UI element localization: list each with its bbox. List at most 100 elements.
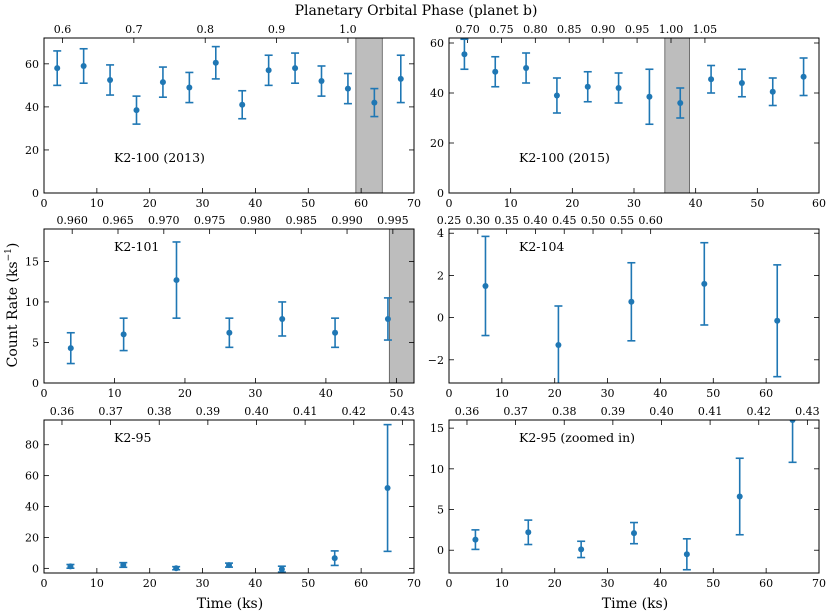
x-tick-label: 30 <box>196 197 210 210</box>
y-tick-label: 15 <box>25 255 39 268</box>
x-tick-label: 60 <box>354 577 368 590</box>
data-point <box>683 551 690 558</box>
x-tick-label: 0 <box>446 197 453 210</box>
phase-tick-label: 0.980 <box>240 214 272 227</box>
data-point <box>774 317 781 324</box>
panel-label: K2-100 (2015) <box>519 150 610 165</box>
data-point <box>186 84 193 91</box>
phase-tick-label: 1.00 <box>659 23 684 36</box>
transit-shade <box>664 37 690 194</box>
x-tick-label: 40 <box>653 387 667 400</box>
transit-shade <box>355 37 383 194</box>
data-point <box>226 562 232 569</box>
phase-tick-label: 0.70 <box>455 23 480 36</box>
y-axis-label: Count Rate (ks−1) <box>4 243 21 368</box>
y-tick-label: 0 <box>32 377 39 390</box>
panel-k2-95-zoomed: 0 10 20 30 40 50 60 70 0 5 10 15 0.36 0.37 0.38 0.39 0.4… <box>430 405 826 590</box>
x-tick-label: 20 <box>178 387 192 400</box>
data-point <box>332 329 339 336</box>
data-series <box>471 420 797 571</box>
x-tick-label: 0 <box>446 577 453 590</box>
data-point <box>555 342 562 349</box>
x-tick-label: 0 <box>446 387 453 400</box>
phase-tick-label: 0.38 <box>147 405 172 418</box>
phase-tick-label: 0.36 <box>455 405 480 418</box>
data-point <box>708 76 715 83</box>
y-tick-label: 5 <box>437 504 444 517</box>
phase-tick-label: 0.35 <box>494 214 519 227</box>
x-tick-label: 50 <box>706 387 720 400</box>
phase-tick-label: 0.37 <box>98 405 123 418</box>
panel-k2-100-2015: 0 10 20 30 40 50 60 0 20 40 60 0.70 0.75 0.80 0.85 0.90… <box>430 23 826 210</box>
phase-tick-label: 0.985 <box>285 214 317 227</box>
data-point <box>120 561 127 568</box>
data-point <box>226 329 233 336</box>
data-point <box>578 546 585 553</box>
y-tick-label: 40 <box>430 87 444 100</box>
data-point <box>384 315 391 322</box>
panel-k2-101: 0 10 20 30 40 50 0 5 10 15 0.960 0.965 0.970 0.975 0.9… <box>25 214 415 400</box>
data-point <box>397 75 404 82</box>
data-point <box>800 73 807 80</box>
x-tick-label: 40 <box>653 577 667 590</box>
data-point <box>525 529 532 536</box>
data-point <box>278 566 285 573</box>
data-point <box>54 65 61 72</box>
phase-tick-label: 0.975 <box>194 214 226 227</box>
data-point <box>67 345 74 352</box>
y-tick-label: 0 <box>32 562 39 575</box>
x-tick-label: 50 <box>301 197 315 210</box>
y-tick-label: 10 <box>430 463 444 476</box>
axes-frame <box>448 419 820 574</box>
x-axis-label-left: Time (ks) <box>197 596 263 612</box>
y-tick-label: 60 <box>430 37 444 50</box>
x-tick-label: 30 <box>627 197 641 210</box>
phase-tick-label: 0.85 <box>557 23 582 36</box>
x-tick-label: 0 <box>41 197 48 210</box>
y-tick-label: 60 <box>25 58 39 71</box>
panel-label: K2-100 (2013) <box>114 150 205 165</box>
x-tick-label: 30 <box>248 387 262 400</box>
panel-k2-95: 0 10 20 30 40 50 60 70 0 20 40 60 80 0.36 0.37 0.38 0.39… <box>25 405 421 590</box>
y-tick-label: 0 <box>437 187 444 200</box>
x-tick-label: 50 <box>389 387 403 400</box>
phase-tick-label: 0.6 <box>54 23 72 36</box>
axes-frame <box>448 228 820 384</box>
phase-tick-label: 0.7 <box>125 23 143 36</box>
phase-tick-label: 0.36 <box>50 405 75 418</box>
data-point <box>371 99 378 106</box>
phase-tick-label: 0.45 <box>552 214 577 227</box>
phase-tick-label: 0.37 <box>503 405 528 418</box>
x-tick-label: 70 <box>812 577 826 590</box>
y-tick-label: 20 <box>25 144 39 157</box>
phase-tick-label: 0.39 <box>601 405 626 418</box>
phase-tick-label: 0.965 <box>102 214 134 227</box>
data-point <box>584 83 591 90</box>
data-point <box>173 565 180 572</box>
panel-label: K2-95 <box>114 430 151 445</box>
phase-tick-label: 0.30 <box>466 214 491 227</box>
y-tick-label: 15 <box>430 422 444 435</box>
data-point <box>628 298 635 305</box>
data-point <box>265 67 272 74</box>
data-point <box>159 79 166 86</box>
x-tick-label: 50 <box>750 197 764 210</box>
phase-tick-label: 0.42 <box>746 405 771 418</box>
axes-frame <box>43 228 415 384</box>
phase-tick-label: 0.8 <box>196 23 214 36</box>
x-tick-label: 70 <box>407 197 421 210</box>
data-point <box>736 493 743 500</box>
panel-label: K2-104 <box>519 239 564 254</box>
x-tick-label: 20 <box>565 197 579 210</box>
y-tick-label: 0 <box>32 187 39 200</box>
panel-k2-100-2013: 0 10 20 30 40 50 60 70 0 20 40 60 0.6 0.7 0.8 0.9 1.0 K2-… <box>25 23 421 210</box>
x-tick-label: 40 <box>319 387 333 400</box>
y-tick-label: 5 <box>32 336 39 349</box>
data-point <box>239 101 246 108</box>
data-series <box>66 423 392 573</box>
y-tick-label: 2 <box>437 269 444 282</box>
data-series <box>53 45 405 125</box>
data-point <box>173 277 180 284</box>
